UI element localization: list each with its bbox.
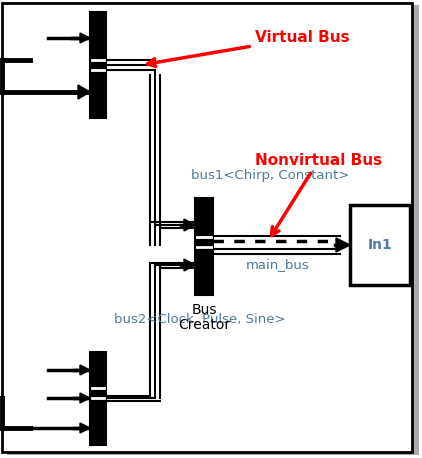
- Polygon shape: [80, 33, 90, 43]
- Polygon shape: [78, 85, 90, 99]
- Text: bus1<Chirp, Constant>: bus1<Chirp, Constant>: [191, 169, 349, 181]
- Polygon shape: [80, 393, 90, 403]
- Bar: [350, 205, 410, 285]
- Polygon shape: [80, 423, 90, 433]
- Text: main_bus: main_bus: [246, 258, 310, 272]
- Text: Bus: Bus: [191, 303, 217, 317]
- Polygon shape: [336, 238, 350, 252]
- Polygon shape: [80, 365, 90, 375]
- Bar: [90, 352, 106, 445]
- Text: In1: In1: [368, 238, 392, 252]
- Polygon shape: [184, 259, 195, 271]
- Bar: [195, 198, 213, 295]
- Text: Creator: Creator: [178, 318, 230, 332]
- Polygon shape: [184, 219, 195, 231]
- Text: Virtual Bus: Virtual Bus: [148, 30, 349, 66]
- Text: Nonvirtual Bus: Nonvirtual Bus: [255, 153, 382, 235]
- Bar: [90, 12, 106, 118]
- Text: bus2<Clock, Pulse, Sine>: bus2<Clock, Pulse, Sine>: [114, 313, 286, 327]
